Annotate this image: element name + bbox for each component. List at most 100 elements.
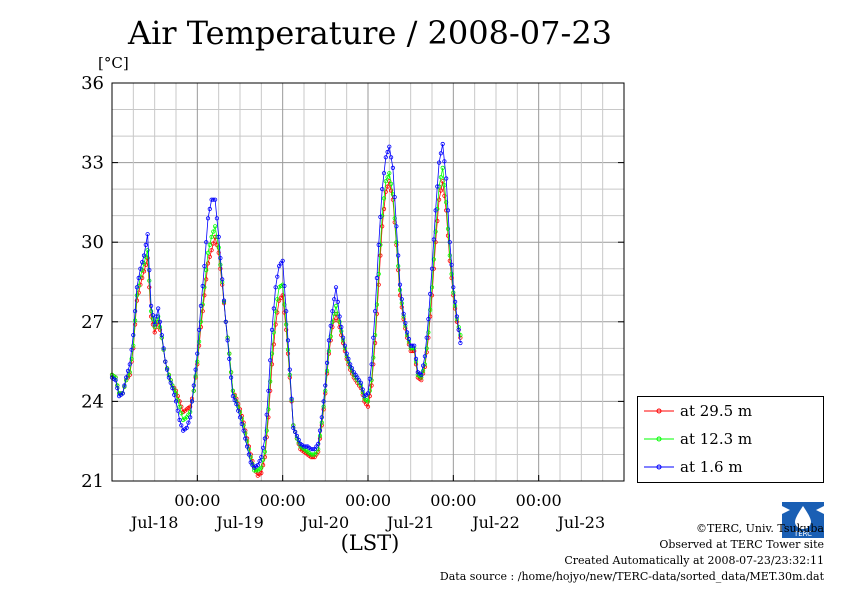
data-point — [387, 144, 392, 149]
credit-line: Created Automatically at 2008-07-23/23:3… — [564, 554, 824, 567]
data-point — [143, 242, 148, 247]
data-point — [275, 297, 280, 302]
data-point — [294, 433, 299, 438]
credit-line: ©TERC, Univ. Tsukuba — [695, 522, 824, 535]
y-tick-label: 24 — [81, 391, 104, 412]
data-point — [365, 391, 371, 396]
y-axis: 21 24 27 30 33 36 — [81, 73, 624, 492]
data-point — [133, 318, 138, 323]
series-layer — [109, 141, 463, 478]
data-point — [381, 196, 387, 201]
data-point — [154, 314, 159, 319]
data-point — [323, 383, 328, 388]
data-point — [292, 429, 298, 434]
x-axis-label: (LST) — [340, 531, 400, 555]
data-point — [284, 322, 289, 327]
data-point — [319, 415, 324, 420]
data-point — [200, 283, 205, 289]
data-point — [319, 420, 324, 425]
data-point — [372, 340, 378, 346]
data-point — [225, 338, 230, 343]
data-point — [324, 368, 330, 373]
data-point — [397, 287, 403, 293]
data-point — [330, 309, 335, 314]
data-point — [358, 380, 363, 385]
data-point — [435, 184, 440, 189]
data-point — [161, 346, 166, 351]
data-point — [218, 255, 223, 261]
data-point — [186, 420, 191, 425]
data-point — [330, 319, 335, 324]
data-point — [230, 393, 235, 399]
y-tick-label: 36 — [81, 73, 104, 94]
data-point — [287, 367, 292, 372]
data-point — [392, 195, 397, 200]
data-point — [321, 404, 326, 409]
data-point — [264, 428, 269, 433]
data-point — [310, 447, 315, 452]
data-point — [129, 347, 134, 352]
logo-text: TERC — [793, 530, 812, 538]
data-point — [388, 188, 394, 193]
data-point — [383, 179, 388, 184]
data-point — [458, 335, 463, 340]
y-tick-label: 30 — [81, 232, 104, 253]
data-point — [204, 240, 209, 245]
data-point — [125, 368, 131, 373]
data-point — [303, 444, 308, 449]
data-point — [245, 444, 250, 449]
data-point — [202, 293, 207, 298]
data-point — [404, 330, 410, 335]
data-point — [326, 338, 331, 343]
data-point — [163, 359, 168, 364]
data-point — [188, 404, 193, 409]
data-point — [381, 171, 387, 176]
data-point — [419, 375, 424, 380]
x-date-label: Jul-21 — [385, 513, 435, 532]
data-point — [454, 314, 459, 319]
data-point — [442, 183, 447, 188]
data-point — [344, 351, 349, 356]
data-point — [378, 253, 383, 258]
data-point — [431, 237, 436, 242]
data-point — [197, 339, 202, 344]
data-point — [205, 261, 211, 266]
data-point — [333, 303, 339, 308]
data-point — [189, 399, 195, 404]
data-point — [380, 224, 385, 229]
data-point — [381, 206, 387, 212]
y-tick-label: 27 — [81, 312, 104, 333]
data-point — [257, 458, 262, 464]
data-point — [348, 362, 353, 367]
data-point — [438, 175, 443, 180]
grid-lines — [112, 83, 624, 481]
data-point — [390, 165, 395, 170]
data-point — [376, 282, 381, 287]
data-point — [388, 181, 394, 186]
data-point — [449, 262, 454, 267]
data-point — [442, 159, 447, 164]
data-point — [383, 189, 388, 194]
data-point — [246, 452, 251, 457]
legend-marker-green — [644, 436, 674, 442]
data-point — [324, 360, 330, 365]
data-point — [198, 319, 203, 324]
x-date-label: Jul-23 — [556, 513, 606, 532]
data-point — [394, 224, 399, 229]
data-point — [211, 229, 216, 234]
data-point — [262, 436, 267, 441]
data-point — [239, 421, 244, 427]
x-tick-label: 00:00 — [345, 491, 391, 510]
data-point — [218, 262, 223, 267]
data-point — [136, 275, 141, 281]
data-point — [435, 218, 440, 224]
data-point — [159, 332, 164, 338]
data-point — [440, 141, 445, 147]
data-point — [152, 324, 157, 330]
data-point — [152, 322, 157, 327]
legend-marker-blue — [644, 464, 674, 470]
x-tick-label: 00:00 — [430, 491, 476, 510]
data-point — [259, 454, 264, 460]
data-point — [134, 293, 139, 298]
